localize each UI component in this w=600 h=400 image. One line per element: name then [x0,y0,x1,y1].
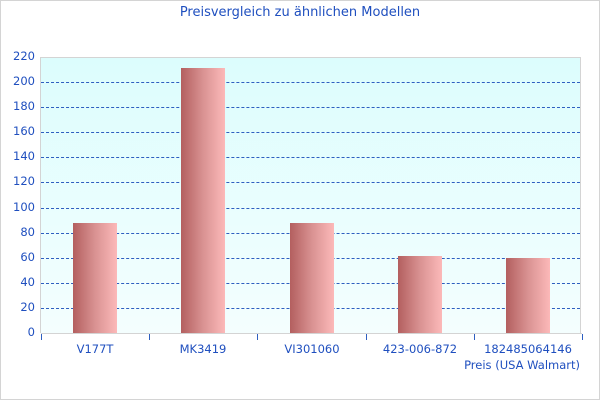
y-tick-label: 200 [13,74,35,89]
chart-title: Preisvergleich zu ähnlichen Modellen [179,5,421,20]
x-axis-line [41,333,582,334]
x-tick-label: V177T [76,342,114,356]
gridline [41,207,580,209]
y-tick-label: 60 [20,249,35,264]
x-tick [257,334,258,340]
gridline [41,107,580,109]
y-tick-label: 160 [13,124,35,139]
y-tick-label: 100 [13,199,35,214]
y-tick-label: 220 [13,49,35,63]
gridline [41,82,580,84]
x-axis-title: Preis (USA Walmart) [464,358,580,372]
y-tick-label: 0 [27,325,35,339]
y-tick-label: 180 [13,99,35,114]
y-tick-label: 20 [20,299,35,314]
y-tick-label: 120 [13,174,35,189]
x-tick-label: VI301060 [284,342,340,356]
gridline [41,132,580,134]
x-tick [474,334,475,340]
x-tick-label: 182485064146 [484,342,572,356]
bar-423-006-872[interactable] [398,256,442,333]
x-tick [41,334,42,340]
x-tick [582,334,583,340]
gridline [41,157,580,159]
y-tick-label: 140 [13,149,35,164]
bar-v177t[interactable] [73,223,117,333]
x-tick [366,334,367,340]
x-tick-label: 423-006-872 [382,342,458,356]
x-tick [149,334,150,340]
x-tick-label: MK3419 [179,342,227,356]
bar-mk3419[interactable] [181,68,225,333]
bar-vi301060[interactable] [290,223,334,333]
y-tick-label: 40 [20,274,35,289]
y-tick-label: 80 [20,224,35,239]
bar-182485064146[interactable] [506,258,550,333]
gridline [41,182,580,184]
